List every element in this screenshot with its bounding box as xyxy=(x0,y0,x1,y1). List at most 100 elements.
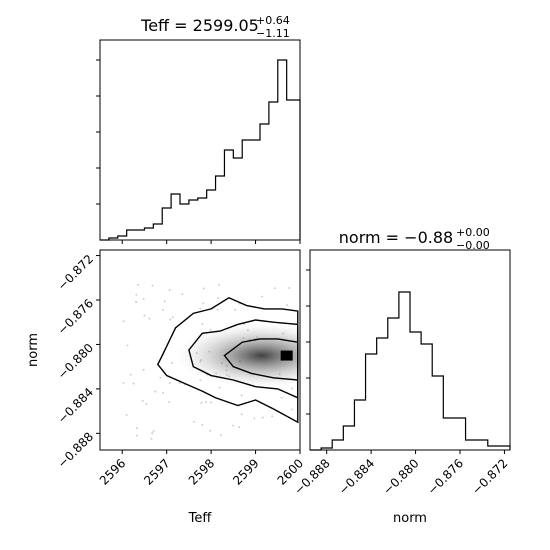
teff-hist-bar-13 xyxy=(216,176,225,240)
teff-hist-bar-3 xyxy=(127,230,136,240)
teff-hist-bar-20 xyxy=(278,60,287,240)
sample-point-38 xyxy=(285,304,288,307)
teff-hist-bar-16 xyxy=(242,140,251,240)
sample-point-74 xyxy=(134,300,137,303)
contour-ylabel: norm xyxy=(26,333,41,367)
contour-lines xyxy=(156,296,299,424)
teff-hist-bar-11 xyxy=(198,198,207,240)
sample-point-78 xyxy=(199,379,202,382)
teff-hist-bar-8 xyxy=(171,194,180,240)
contour-ytick-label-0: −0.872 xyxy=(55,252,96,293)
norm-hist-bar-7 xyxy=(388,318,399,450)
sample-point-47 xyxy=(137,283,140,286)
sample-point-21 xyxy=(135,293,138,296)
contour-xtick-label-1: 2597 xyxy=(141,456,172,487)
teff-hist-bar-4 xyxy=(136,230,145,240)
sample-point-15 xyxy=(240,394,243,397)
contour-frame xyxy=(99,249,301,451)
sample-point-18 xyxy=(218,386,221,389)
teff-hist-bar-5 xyxy=(144,228,153,240)
sample-point-42 xyxy=(159,376,162,379)
norm-hist-bar-13 xyxy=(454,418,465,450)
contour-xtick-label-3: 2599 xyxy=(230,456,261,487)
teff-title-upper: +0.64 xyxy=(256,14,290,27)
contour-ytick-label-2: −0.880 xyxy=(55,341,96,382)
sample-point-62 xyxy=(132,382,135,385)
teff-hist-bar-7 xyxy=(162,208,171,240)
sample-point-50 xyxy=(143,314,146,317)
norm-hist-bar-14 xyxy=(466,440,477,450)
norm-histogram-panel: norm = −0.88 +0.00 −0.00 norm xyxy=(309,226,511,526)
sample-point-7 xyxy=(209,401,212,404)
norm-hist-xtick-label-3: −0.876 xyxy=(425,456,466,497)
sample-point-56 xyxy=(151,432,154,435)
norm-hist-bar-15 xyxy=(477,440,488,450)
teff-title-equals: = xyxy=(169,16,193,35)
sample-point-30 xyxy=(291,387,294,390)
norm-title-lower: −0.00 xyxy=(456,239,490,252)
sample-point-34 xyxy=(168,401,171,404)
sample-point-69 xyxy=(122,320,125,323)
teff-norm-contour-panel: Teff norm xyxy=(26,249,301,526)
sample-point-12 xyxy=(142,368,145,371)
teff-hist-bar-22 xyxy=(296,100,300,240)
sample-point-52 xyxy=(125,413,128,416)
norm-title-value: −0.88 xyxy=(404,228,453,247)
sample-point-16 xyxy=(151,284,154,287)
sample-point-23 xyxy=(204,401,207,404)
sample-point-41 xyxy=(178,382,181,385)
norm-hist-bar-6 xyxy=(377,338,388,450)
sample-point-87 xyxy=(261,295,264,298)
teff-histogram-panel: Teff = 2599.05 +0.64 −1.11 xyxy=(99,14,301,241)
sample-point-77 xyxy=(126,344,129,347)
sample-point-28 xyxy=(129,373,132,376)
teff-hist-bar-18 xyxy=(260,124,269,240)
sample-point-11 xyxy=(288,287,291,290)
sample-point-67 xyxy=(192,420,195,423)
sample-point-88 xyxy=(218,283,221,286)
norm-hist-bar-10 xyxy=(421,344,432,450)
norm-hist-xtick-label-1: −0.884 xyxy=(336,456,377,497)
teff-hist-bar-14 xyxy=(224,150,233,240)
sample-point-6 xyxy=(238,425,241,428)
teff-hist-bar-10 xyxy=(189,200,198,240)
norm-hist-bar-4 xyxy=(354,400,365,450)
contour-level-0 xyxy=(156,296,299,424)
norm-histogram-frame xyxy=(309,249,511,451)
sample-point-32 xyxy=(199,307,202,310)
sample-point-45 xyxy=(122,381,125,384)
sample-point-73 xyxy=(168,381,171,384)
sample-point-44 xyxy=(168,289,171,292)
teff-histogram-frame xyxy=(99,39,301,241)
norm-histogram-plot xyxy=(310,291,511,451)
norm-hist-bar-9 xyxy=(410,332,421,450)
sample-point-40 xyxy=(219,434,222,437)
teff-hist-bar-9 xyxy=(180,204,189,240)
sample-point-17 xyxy=(200,401,203,404)
teff-title-lower: −1.11 xyxy=(256,27,290,40)
norm-hist-bar-8 xyxy=(399,292,410,450)
norm-hist-xtick-label-4: −0.872 xyxy=(469,456,510,497)
contour-ytick-label-1: −0.876 xyxy=(55,296,96,337)
sample-point-89 xyxy=(234,308,237,311)
contour-xtick-label-2: 2598 xyxy=(186,456,217,487)
sample-point-13 xyxy=(291,408,294,411)
sample-point-81 xyxy=(142,298,145,301)
sample-point-22 xyxy=(163,300,166,303)
norm-hist-bar-11 xyxy=(432,376,443,450)
contour-xlabel: Teff xyxy=(188,511,213,526)
norm-hist-bar-5 xyxy=(366,354,377,450)
norm-title: norm = −0.88 xyxy=(339,228,453,247)
norm-hist-step-line xyxy=(310,291,511,451)
sample-point-55 xyxy=(162,308,165,311)
contour-xtick-label-0: 2596 xyxy=(97,456,128,487)
teff-hist-bar-12 xyxy=(207,190,216,240)
sample-point-48 xyxy=(202,302,205,305)
sample-point-76 xyxy=(154,390,157,393)
sample-point-61 xyxy=(170,361,173,364)
teff-hist-bar-21 xyxy=(287,100,296,240)
sample-point-84 xyxy=(202,287,205,290)
norm-hist-bar-12 xyxy=(443,418,454,450)
